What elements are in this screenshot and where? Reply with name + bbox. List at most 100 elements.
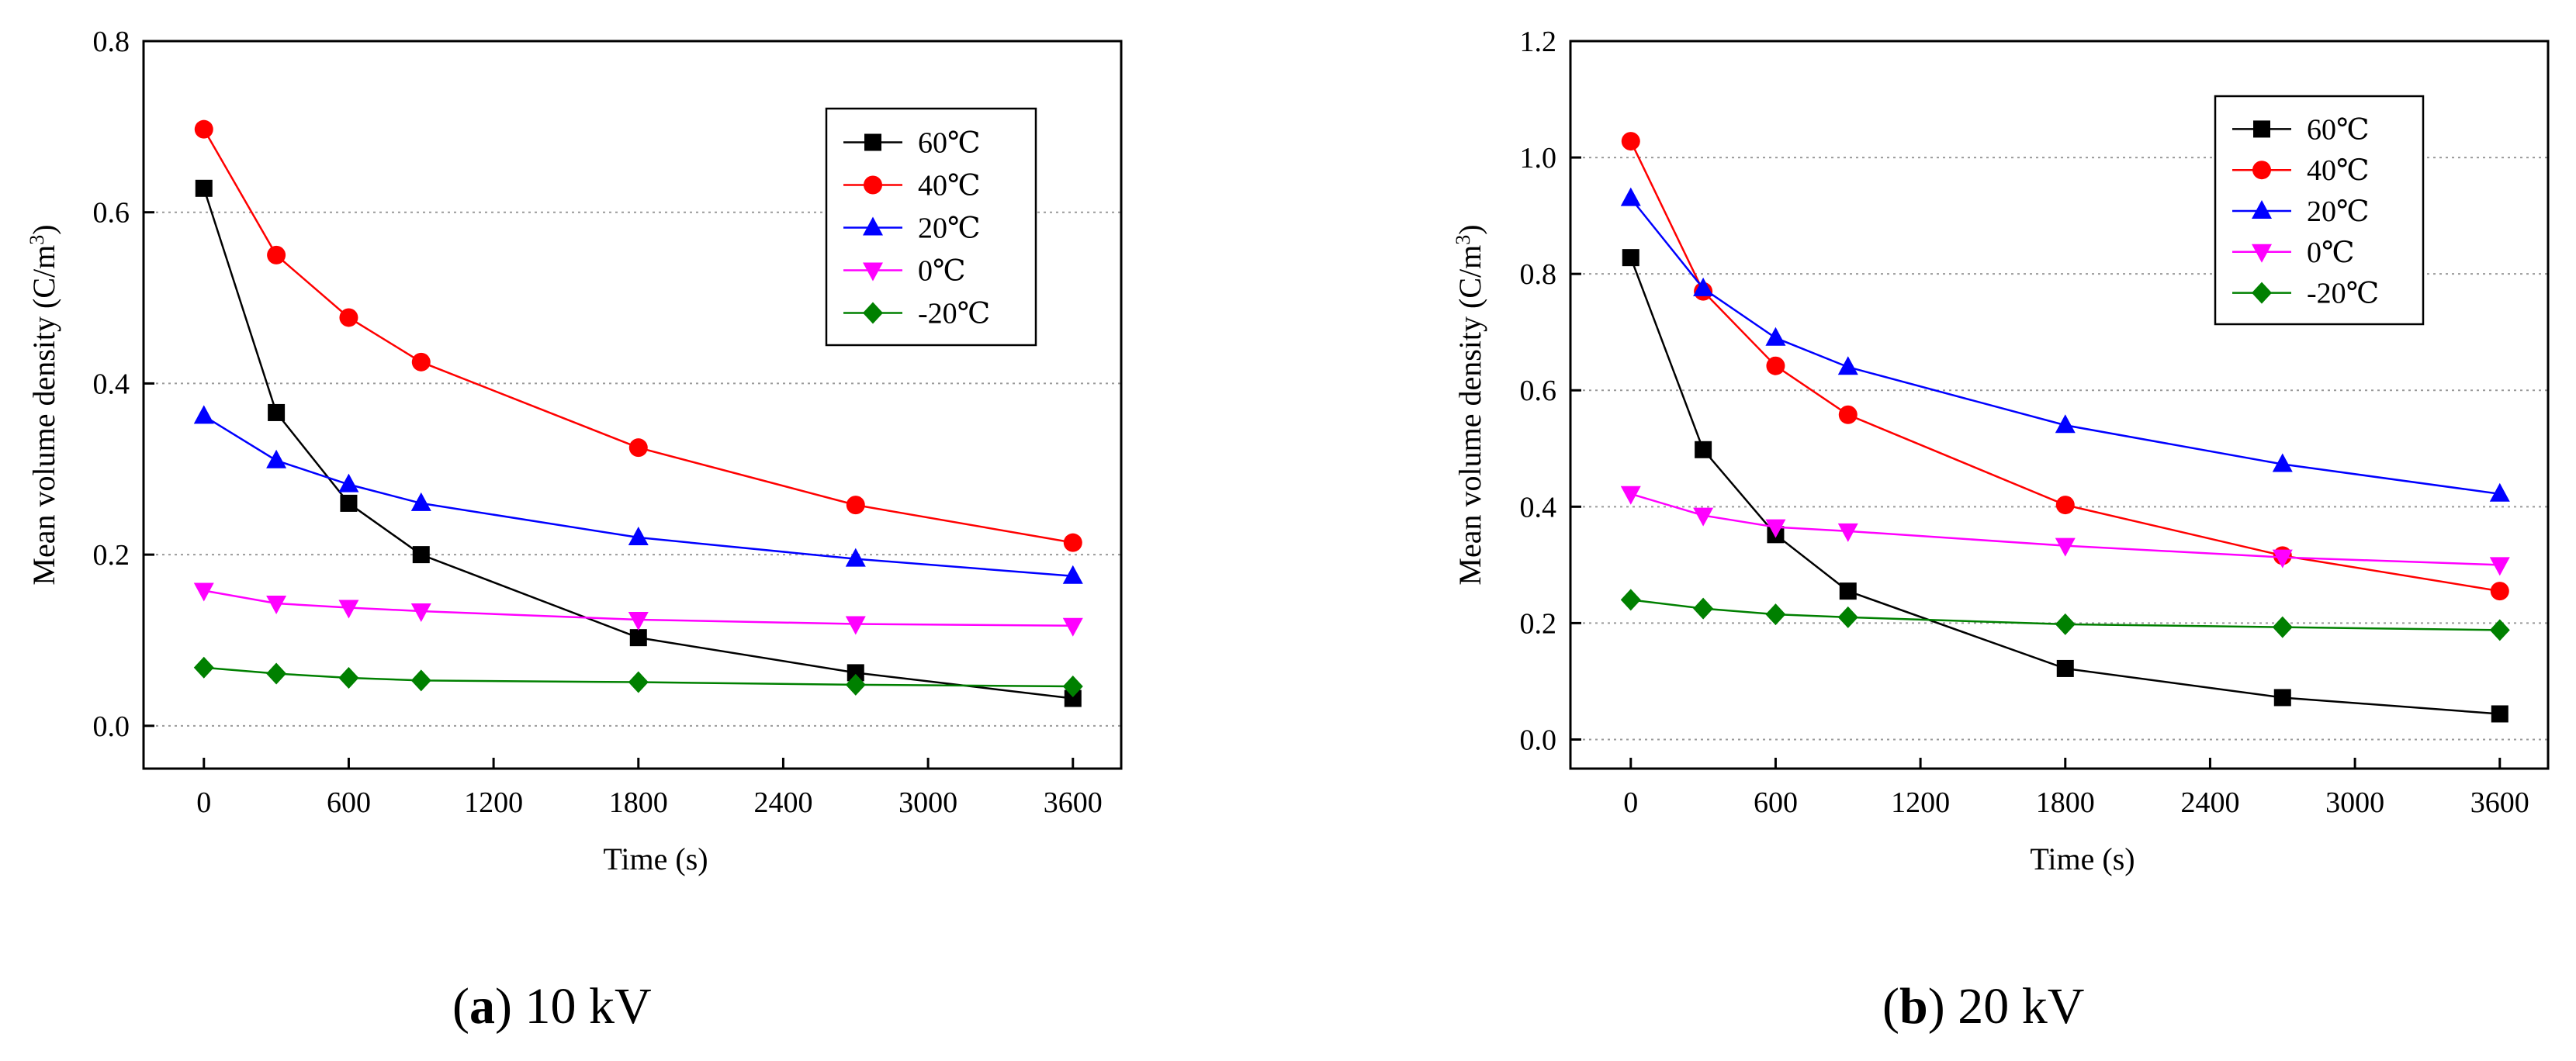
caption-b: (b) 20 kV <box>1882 978 2085 1035</box>
data-point <box>1695 441 1712 458</box>
data-point <box>628 671 649 693</box>
legend-marker <box>863 216 883 236</box>
data-point <box>410 603 431 622</box>
data-point <box>2490 582 2509 601</box>
data-point <box>2489 557 2510 576</box>
x-tick-label: 2400 <box>2180 786 2239 819</box>
x-tick-label: 0 <box>196 786 211 819</box>
x-tick-label: 1800 <box>609 786 668 819</box>
legend-label: 0℃ <box>2307 237 2355 269</box>
data-point <box>2055 496 2075 515</box>
data-point <box>268 403 286 421</box>
data-point <box>1766 356 1785 375</box>
x-tick-label: 3000 <box>898 786 957 819</box>
data-point <box>628 438 648 458</box>
data-point <box>338 600 359 619</box>
x-tick-label: 600 <box>1754 786 1798 819</box>
data-point <box>1837 356 1858 375</box>
y-tick-label: 0.4 <box>1520 491 1557 524</box>
data-point <box>1839 582 1857 600</box>
x-tick-label: 2400 <box>753 786 812 819</box>
data-point <box>2491 705 2508 723</box>
legend-marker <box>864 133 881 151</box>
x-tick-label: 600 <box>327 786 371 819</box>
data-point <box>338 667 359 689</box>
data-point <box>193 656 214 679</box>
data-point <box>412 546 430 564</box>
data-point <box>1838 405 1858 424</box>
x-axis-title: Time (s) <box>603 842 708 876</box>
data-point <box>195 179 213 197</box>
data-point <box>2055 613 2076 635</box>
legend-marker <box>2252 161 2271 180</box>
data-point <box>2272 549 2293 569</box>
data-point <box>845 673 866 696</box>
y-tick-label: 0.6 <box>1520 375 1557 407</box>
data-point <box>1620 486 1641 505</box>
data-point <box>1062 676 1083 698</box>
data-point <box>1062 565 1083 584</box>
x-tick-label: 1800 <box>2036 786 2095 819</box>
plot-frame <box>142 40 1123 770</box>
y-tick-label: 0.0 <box>93 710 130 743</box>
legend-label: -20℃ <box>918 298 990 330</box>
data-point <box>1765 519 1786 538</box>
x-tick-label: 1200 <box>1891 786 1950 819</box>
plot-frame <box>1569 40 2550 770</box>
data-point <box>266 596 287 615</box>
y-tick-label: 0.2 <box>93 539 130 572</box>
caption-a: (a) 10 kV <box>452 978 652 1035</box>
data-point <box>338 473 359 492</box>
data-point <box>628 527 649 546</box>
data-point <box>411 352 431 372</box>
data-point <box>1620 589 1641 611</box>
legend-marker <box>2252 244 2272 263</box>
y-tick-label: 0.2 <box>1520 607 1557 640</box>
data-point <box>2055 414 2076 434</box>
y-tick-label: 1.2 <box>1520 26 1557 58</box>
y-tick-label: 0.4 <box>93 368 130 400</box>
data-point <box>410 669 431 692</box>
data-point <box>2489 482 2510 502</box>
chart-panel-a: 0 600 1200 1800 2400 3000 3600 0.0 0.2 0.4 0.6 0.8 T… <box>26 26 1123 876</box>
data-point <box>267 245 286 264</box>
data-point <box>1837 523 1858 542</box>
data-point <box>1693 597 1714 620</box>
data-point <box>845 616 866 635</box>
data-point <box>1062 617 1083 637</box>
chart-panel-b: 0 600 1200 1800 2400 3000 3600 0.0 0.2 0.4 0.6 0.8 1… <box>1452 26 2550 876</box>
legend-marker <box>863 302 883 324</box>
y-axis-title: Mean volume density (C/m3) <box>1452 224 1488 585</box>
y-tick-label: 0.0 <box>1520 724 1557 756</box>
legend-label: 40℃ <box>918 170 981 202</box>
data-point <box>193 582 214 602</box>
data-point <box>1064 689 1082 707</box>
legend-label: 20℃ <box>918 213 981 245</box>
data-point <box>1765 327 1786 346</box>
data-point <box>629 629 647 647</box>
legend-label: 20℃ <box>2307 195 2370 228</box>
data-point <box>845 548 866 567</box>
y-tick-label: 0.6 <box>93 197 130 230</box>
data-point <box>2056 659 2074 677</box>
data-point <box>2272 616 2293 638</box>
y-tick-label: 0.8 <box>93 26 130 58</box>
x-tick-label: 3600 <box>1044 786 1103 819</box>
data-point <box>847 664 864 682</box>
data-point <box>1620 187 1641 206</box>
data-point <box>339 308 358 327</box>
data-point <box>628 611 649 631</box>
legend-marker <box>863 262 883 282</box>
data-point <box>266 449 287 468</box>
y-tick-label: 0.8 <box>1520 258 1557 291</box>
legend-marker <box>864 175 882 195</box>
data-point <box>1063 533 1082 552</box>
data-point <box>1621 132 1640 151</box>
x-tick-label: 3600 <box>2470 786 2529 819</box>
legend-marker <box>2252 282 2272 304</box>
data-point <box>194 119 213 139</box>
x-axis-title: Time (s) <box>2030 842 2135 876</box>
x-tick-label: 3000 <box>2325 786 2384 819</box>
data-point <box>1693 507 1714 527</box>
